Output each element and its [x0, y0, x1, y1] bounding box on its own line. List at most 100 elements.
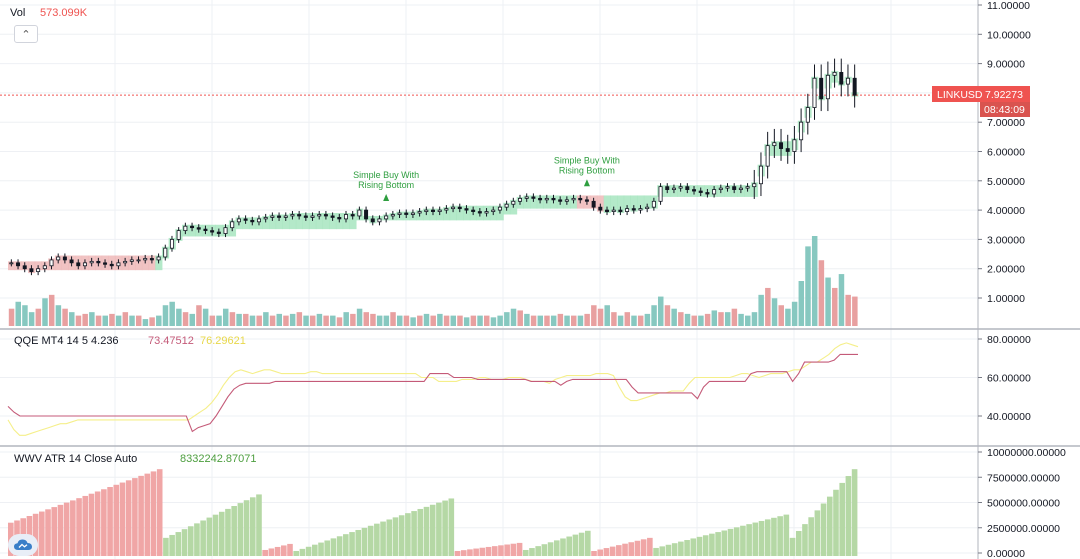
- wwv-bar: [101, 489, 107, 556]
- candle-body: [397, 212, 402, 215]
- volume-bar: [718, 312, 724, 326]
- volume-bar: [189, 313, 196, 326]
- volume-bar: [611, 312, 617, 326]
- volume-bar: [115, 315, 122, 326]
- volume-bar: [48, 294, 55, 326]
- candle-body: [718, 187, 723, 190]
- volume-bar: [323, 315, 329, 326]
- volume-bar: [758, 294, 764, 326]
- candle-body: [136, 259, 141, 262]
- candle-body: [832, 71, 837, 76]
- logo-badge[interactable]: [8, 534, 38, 556]
- wwv-legend-label: WWV ATR 14 Close Auto: [14, 453, 137, 465]
- candle-body: [330, 215, 335, 218]
- collapse-legend-button[interactable]: ⌃: [14, 25, 38, 43]
- volume-bar: [316, 313, 323, 326]
- volume-bar: [617, 315, 624, 326]
- wwv-bar: [566, 536, 572, 556]
- wwv-bar: [200, 520, 206, 556]
- wwv-bar: [795, 530, 802, 556]
- candle-body: [357, 209, 362, 217]
- candle-body: [364, 209, 369, 220]
- volume-bar: [517, 310, 523, 326]
- wwv-bar: [51, 507, 58, 556]
- wwv-bar: [678, 541, 684, 556]
- volume-bar: [778, 305, 784, 326]
- candle-body: [578, 197, 583, 201]
- axis-tick-label: 10.00000: [987, 29, 1031, 41]
- candle-body: [852, 77, 857, 96]
- axis-tick-label: 10000000.00000: [987, 447, 1066, 459]
- wwv-bar: [442, 500, 448, 556]
- volume-bar: [785, 308, 791, 326]
- candle-body: [638, 208, 643, 211]
- candle-body: [256, 218, 261, 223]
- candle-body: [531, 196, 536, 199]
- wwv-bar: [783, 514, 790, 556]
- wwv-bar: [293, 550, 300, 556]
- volume-bar: [8, 308, 15, 326]
- wwv-bar: [318, 542, 324, 556]
- volume-bar: [176, 308, 182, 326]
- volume-bar: [350, 313, 356, 326]
- candle-body: [424, 209, 429, 212]
- volume-bar: [403, 315, 410, 326]
- wwv-bar: [758, 520, 765, 556]
- wwv-bar: [498, 545, 504, 556]
- candle-body: [89, 260, 94, 264]
- wwv-bar: [628, 542, 635, 556]
- wwv-bar: [733, 527, 740, 556]
- volume-bar: [490, 317, 497, 326]
- volume-bar: [122, 312, 129, 326]
- candle-body: [42, 265, 47, 270]
- wwv-bar: [491, 546, 498, 556]
- volume-bar: [249, 315, 256, 326]
- candle-body: [758, 165, 763, 185]
- candle-body: [283, 215, 288, 218]
- candle-body: [277, 215, 282, 218]
- wwv-bar: [529, 548, 535, 556]
- volume-bar: [69, 312, 75, 326]
- trend-band-segment: [456, 205, 464, 221]
- volume-bar: [443, 315, 450, 326]
- wwv-bar: [181, 529, 188, 556]
- candle-body: [103, 262, 108, 265]
- candle-body: [176, 230, 181, 240]
- wwv-bar: [485, 546, 492, 556]
- volume-bar: [584, 313, 590, 326]
- volume-bar: [222, 308, 229, 326]
- volume-bar: [825, 277, 831, 326]
- wwv-bar: [572, 534, 579, 556]
- candle-body: [551, 197, 556, 201]
- wwv-bar: [299, 548, 306, 556]
- trend-band-segment: [322, 213, 330, 230]
- trend-band-segment: [530, 195, 538, 209]
- candle-body: [825, 74, 830, 100]
- wwv-bar: [218, 511, 225, 556]
- volume-bar: [544, 315, 550, 326]
- volume-bar: [417, 315, 423, 326]
- candle-body: [210, 230, 215, 233]
- wwv-bar: [70, 500, 76, 556]
- volume-bar: [269, 315, 276, 326]
- volume-bar: [276, 313, 283, 326]
- volume-bar: [437, 313, 443, 326]
- candle-body: [62, 256, 67, 261]
- trend-band-segment: [596, 195, 605, 212]
- wwv-bar: [802, 524, 808, 556]
- volume-bar: [396, 315, 403, 326]
- wwv-bar: [355, 529, 362, 556]
- volume-bar: [42, 298, 48, 326]
- wwv-bar: [57, 504, 64, 556]
- trend-band-segment: [275, 214, 283, 230]
- wwv-bar: [429, 504, 436, 556]
- wwv-bar: [634, 540, 641, 556]
- candle-body: [538, 197, 543, 201]
- grid-lines: [0, 0, 978, 559]
- volume-bar: [229, 312, 236, 326]
- wwv-bar: [709, 533, 715, 556]
- candle-body: [725, 186, 730, 189]
- candle-body: [558, 199, 563, 202]
- volume-bar: [169, 301, 175, 326]
